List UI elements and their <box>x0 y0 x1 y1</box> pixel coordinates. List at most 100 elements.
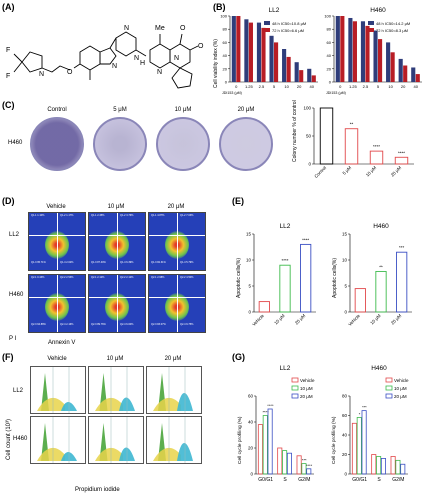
b-ll2-xlabel: JDI153 (μM) <box>222 91 242 95</box>
b-ll2-title: LL2 <box>269 7 280 14</box>
b-ll2-bar <box>286 56 291 82</box>
b-ll2-bar <box>294 62 299 82</box>
f-row-label: H460 <box>13 436 28 442</box>
panel-label-b: (B) <box>213 2 226 12</box>
e-ll2-bar <box>279 264 291 313</box>
b-ll2-bar <box>299 70 304 82</box>
g-ll2-legend-swatch <box>291 393 299 399</box>
b-h460-ytick-label: 20 <box>327 66 332 71</box>
panel-label-f: (F) <box>2 352 14 362</box>
atom-o1: O <box>67 69 73 76</box>
panel-label-e: (E) <box>232 196 244 206</box>
b-ll2-ytick-label: 60 <box>223 40 228 45</box>
histogram-plot <box>30 366 86 414</box>
b-ll2-ytick-label: 0 <box>225 80 228 85</box>
g-ll2-legend-label: 20 μM <box>300 394 313 399</box>
g-h460-bar <box>395 459 401 475</box>
g-h460-ytick-label: 0 <box>344 472 347 477</box>
gate-line <box>29 235 85 236</box>
b-h460-category-label: 2.5 <box>363 84 369 89</box>
e-h460-significance: ** <box>379 264 383 269</box>
b-h460-category-label: 0 <box>339 84 342 89</box>
c-chart-significance: **** <box>398 150 405 155</box>
atom-n1: N <box>39 71 44 78</box>
b-ll2-bar <box>248 22 253 83</box>
c-chart-significance: ** <box>350 122 354 127</box>
colony-dish <box>219 117 273 171</box>
g-h460-legend-swatch <box>385 377 393 383</box>
quadrant-label: Q2-1 2.12% <box>91 276 105 279</box>
d-column-label: 10 μM <box>107 204 125 210</box>
flow-plot: Q2-1 2.68% Q2-2 4.50% Q2-3 83.07% Q2-4 9.75… <box>148 274 206 333</box>
b-h460-legend-label: 48 h IC50=14.2 μM <box>376 21 410 26</box>
c-column-label: 10 μM <box>174 107 192 113</box>
gate-line <box>89 235 145 236</box>
quadrant-label: Q1-3 82.31% <box>151 261 166 264</box>
b-ll2-category-label: 10 <box>284 84 289 89</box>
quadrant-label: Q2-4 9.75% <box>180 323 194 326</box>
g0g1-peak <box>91 373 117 411</box>
b-h460-ytick-label: 0 <box>329 80 332 85</box>
gate-line <box>117 213 118 270</box>
e-h460-significance: *** <box>399 245 405 250</box>
colony-dish <box>156 117 210 171</box>
quadrant-label: Q1-4 5.79% <box>180 261 194 264</box>
e-h460-bar <box>396 251 408 313</box>
g0g1-peak <box>91 423 117 461</box>
g-ll2-category-label: G0/G1 <box>258 477 273 483</box>
quadrant-label: Q1-4 2.02% <box>60 261 74 264</box>
b-h460-bar <box>415 74 420 82</box>
s-phase-area <box>37 397 65 411</box>
gate-line <box>149 297 205 298</box>
c-chart-bar <box>394 156 409 165</box>
b-h460-bar <box>411 67 416 82</box>
quadrant-label: Q2-3 89.76% <box>91 323 106 326</box>
g-ll2-bar <box>296 455 302 475</box>
b-h460-category-label: 1.25 <box>349 84 358 89</box>
panel-label-d: (D) <box>2 196 15 206</box>
quadrant-label: Q2-3 83.07% <box>151 323 166 326</box>
e-ll2-category-label: 10 μM <box>273 313 286 326</box>
b-h460-xlabel: JDI153 (μM) <box>326 91 346 95</box>
b-h460-category-label: 20 <box>401 84 406 89</box>
g-h460-ytick-label: 60 <box>342 413 348 418</box>
b-ll2-category-label: 0 <box>235 84 238 89</box>
e-ll2-title: LL2 <box>280 223 291 230</box>
b-ll2-legend-swatch <box>264 21 270 25</box>
g-h460-title: H460 <box>371 365 387 372</box>
g-ll2-bar <box>267 408 273 475</box>
b-ll2-ytick-label: 100 <box>220 14 227 19</box>
atom-n4: N <box>134 55 139 62</box>
g-ll2-significance: **** <box>306 463 313 468</box>
g-ll2-bar <box>282 450 288 475</box>
g-ll2-ytick-label: 40 <box>248 420 254 425</box>
histogram-svg <box>149 417 193 463</box>
atom-o3: O <box>198 43 204 50</box>
g-h460-category-label: G0/G1 <box>352 477 367 483</box>
histogram-plot <box>146 366 202 414</box>
b-h460-bar <box>340 16 345 82</box>
gate-line <box>177 275 178 332</box>
g-ll2-bar <box>262 415 268 475</box>
quadrant-label: Q2-1 2.68% <box>151 276 165 279</box>
gate-line <box>149 235 205 236</box>
atom-me: Me <box>155 25 165 32</box>
histogram-svg <box>33 367 77 413</box>
g-h460-bar <box>380 458 386 475</box>
g-ll2-legend-label: Vehicle <box>300 378 315 383</box>
d-ylabel: P I <box>9 336 17 342</box>
g-h460-ytick-label: 80 <box>342 394 348 399</box>
b-ll2-bar <box>256 22 262 83</box>
c-chart-ytick-label: 0 <box>308 162 311 167</box>
b-h460-bar <box>378 39 383 82</box>
histogram-plot <box>30 416 86 464</box>
g-ll2-significance: *** <box>302 458 307 463</box>
flow-plot: Q2-1 0.43% Q2-2 2.53% Q2-3 94.88% Q2-4 2.16… <box>28 274 86 333</box>
f-ylabel: Cell count (10³) <box>6 418 12 460</box>
quadrant-label: Q1-1 2.45% <box>91 214 105 217</box>
g-h460-legend-swatch <box>385 385 393 391</box>
c-chart-ylabel: Colony number % of control <box>292 100 298 162</box>
b-h460-bar <box>398 58 403 82</box>
panel-label-c: (C) <box>2 100 15 110</box>
g-h460-significance: * <box>359 411 361 416</box>
